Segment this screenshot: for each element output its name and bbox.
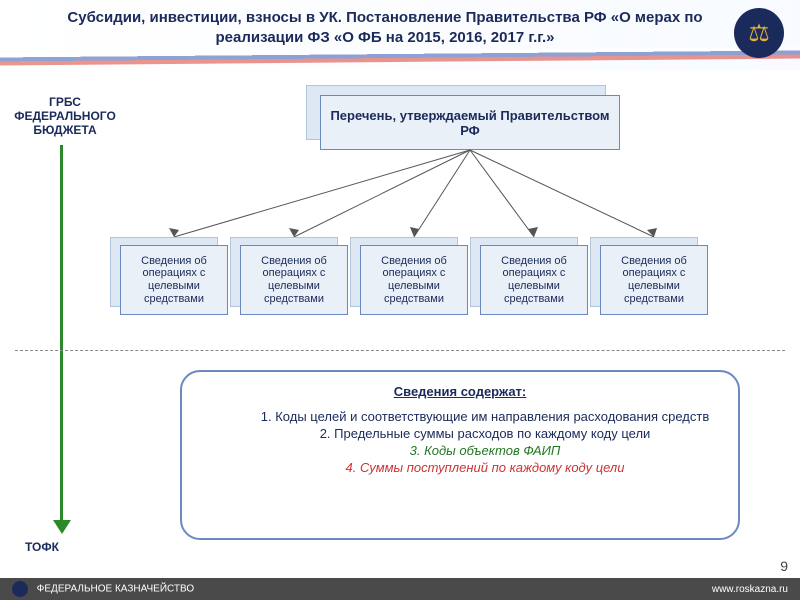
child-box: Сведения об операциях с целевыми средств… [240,245,348,315]
vertical-arrow-head-icon [53,520,71,534]
footer-bar: ФЕДЕРАЛЬНОЕ КАЗНАЧЕЙСТВО www.roskazna.ru [0,578,800,600]
footer-right-text: www.roskazna.ru [712,584,788,595]
vertical-arrow-line [60,145,63,525]
details-list-item: Коды целей и соответствующие им направле… [250,409,720,424]
grbs-label: ГРБС ФЕДЕРАЛЬНОГО БЮДЖЕТА [10,95,120,137]
dashed-separator [15,350,785,351]
slide-title: Субсидии, инвестиции, взносы в УК. Поста… [60,8,710,47]
child-box: Сведения об операциях с целевыми средств… [120,245,228,315]
child-box: Сведения об операциях с целевыми средств… [360,245,468,315]
top-box: Перечень, утверждаемый Правительством РФ [320,95,620,150]
details-list-item: Суммы поступлений по каждому коду цели [250,460,720,475]
details-list-item: Коды объектов ФАИП [250,443,720,458]
child-box: Сведения об операциях с целевыми средств… [480,245,588,315]
footer-emblem-icon [12,581,28,597]
details-list-item: Предельные суммы расходов по каждому код… [250,426,720,441]
details-list: Коды целей и соответствующие им направле… [200,409,720,475]
footer-left: ФЕДЕРАЛЬНОЕ КАЗНАЧЕЙСТВО [12,581,194,597]
child-box: Сведения об операциях с целевыми средств… [600,245,708,315]
emblem-icon: ⚖ [734,8,784,58]
page-number: 9 [780,558,788,574]
footer-left-text: ФЕДЕРАЛЬНОЕ КАЗНАЧЕЙСТВО [37,584,194,595]
tofk-label: ТОФК [25,540,59,554]
details-box: Сведения содержат: Коды целей и соответс… [180,370,740,540]
details-title: Сведения содержат: [200,384,720,399]
